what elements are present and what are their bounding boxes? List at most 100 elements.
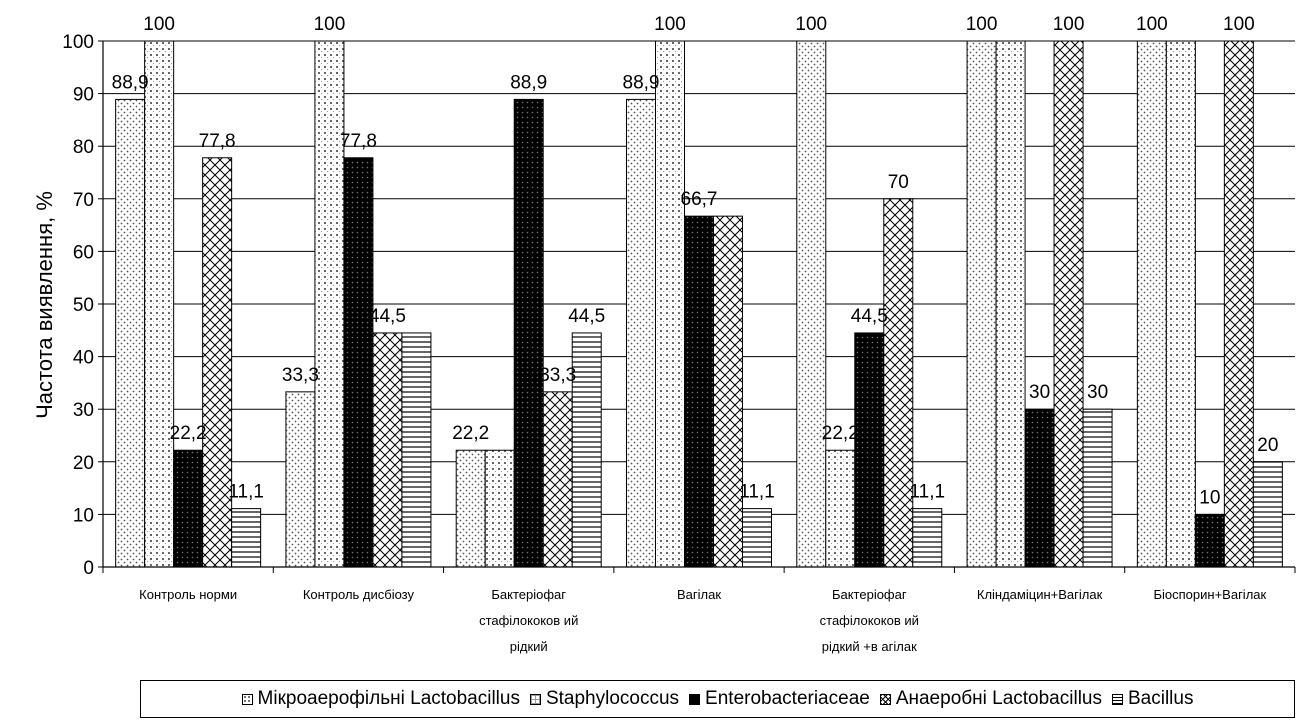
- y-tick-label: 60: [73, 242, 94, 263]
- bar: [1136, 40, 1167, 568]
- bar: [202, 157, 233, 568]
- data-label: 10: [1199, 487, 1220, 508]
- data-label: 100: [654, 14, 686, 35]
- category-label: Контроль норми: [139, 587, 237, 602]
- data-label: 33,3: [539, 365, 576, 386]
- legend-label: Bacillus: [1127, 688, 1194, 709]
- y-tick-label: 0: [83, 558, 94, 579]
- bar: [513, 98, 544, 568]
- data-label: 11,1: [228, 482, 264, 503]
- category-label: стафілококов ий: [820, 613, 919, 628]
- data-label: 22,2: [170, 423, 207, 444]
- bar: [626, 98, 656, 568]
- y-tick-label: 50: [73, 295, 94, 316]
- bar: [314, 40, 345, 568]
- data-label: 100: [1053, 14, 1085, 35]
- legend-label: Staphylococcus: [545, 688, 680, 709]
- category-label: Вагілак: [677, 587, 721, 602]
- y-tick-label: 80: [73, 137, 94, 158]
- bar: [825, 449, 856, 568]
- bar: [542, 391, 573, 568]
- data-label: 100: [795, 14, 827, 35]
- y-tick-label: 100: [62, 32, 94, 53]
- data-label: 11,1: [739, 482, 775, 503]
- data-label: 70: [888, 172, 909, 193]
- category-label: Бактеріофаг: [491, 587, 566, 602]
- bar: [115, 98, 146, 568]
- bar: [966, 40, 997, 568]
- legend-swatch: [879, 693, 891, 705]
- bar: [1053, 40, 1084, 568]
- bar: [455, 449, 486, 568]
- data-label: 30: [1029, 382, 1050, 403]
- bar: [1194, 513, 1225, 568]
- bar: [1165, 40, 1196, 568]
- y-tick-label: 70: [73, 190, 94, 211]
- legend-item: Bacillus: [1111, 688, 1194, 710]
- legend-label: Анаеробні Lactobacillus: [895, 688, 1102, 709]
- bar: [883, 198, 914, 568]
- bar: [285, 391, 316, 568]
- data-label: 20: [1257, 435, 1278, 456]
- bar: [372, 332, 403, 568]
- y-tick-label: 30: [73, 400, 94, 421]
- data-label: 44,5: [369, 306, 406, 327]
- category-label: Біоспорин+Вагілак: [1153, 587, 1266, 602]
- y-tick-label: 20: [73, 453, 94, 474]
- category-label: рідкий: [510, 639, 548, 654]
- bar: [742, 508, 772, 568]
- bar: [713, 215, 743, 568]
- bar: [854, 332, 885, 568]
- y-tick-label: 90: [73, 85, 94, 106]
- legend-label: Enterobacteriaceae: [705, 688, 870, 709]
- legend-item: Мікроаерофільні Lactobacillus: [241, 688, 520, 710]
- legend-item: Staphylococcus: [529, 688, 680, 710]
- data-label: 22,2: [822, 423, 859, 444]
- y-tick-label: 40: [73, 348, 94, 369]
- data-label: 88,9: [112, 72, 149, 93]
- chart-legend: Мікроаерофільні Lactobacillus Staphylococ…: [140, 680, 1295, 718]
- data-label: 44,5: [568, 306, 605, 327]
- bar: [1223, 40, 1254, 568]
- bar: [173, 449, 204, 568]
- legend-swatch: [1111, 693, 1123, 705]
- data-label: 11,1: [909, 482, 945, 503]
- data-label: 100: [1136, 14, 1168, 35]
- data-label: 44,5: [851, 306, 888, 327]
- bar: [684, 215, 714, 568]
- legend-label: Мікроаерофільні Lactobacillus: [257, 688, 520, 709]
- legend-swatch: [529, 693, 541, 705]
- bar: [1082, 408, 1113, 568]
- data-label: 33,3: [282, 365, 319, 386]
- data-label: 100: [1223, 14, 1255, 35]
- bar: [912, 508, 943, 568]
- legend-swatch: [689, 693, 701, 705]
- data-label: 77,8: [340, 131, 377, 152]
- bar: [995, 40, 1026, 568]
- data-label: 88,9: [623, 72, 660, 93]
- category-label: Бактеріофаг: [832, 587, 907, 602]
- bar: [231, 508, 262, 568]
- legend-item: Анаеробні Lactobacillus: [879, 688, 1102, 710]
- bar: [343, 157, 374, 568]
- data-label: 100: [143, 14, 175, 35]
- bar: [1252, 461, 1283, 568]
- data-label: 100: [966, 14, 998, 35]
- category-label: Контроль дисбіозу: [303, 587, 415, 602]
- y-tick-label: 10: [73, 505, 94, 526]
- y-axis-title: Частота виявлення, %: [32, 191, 57, 419]
- bar: [571, 332, 602, 568]
- data-label: 66,7: [681, 189, 718, 210]
- bar: [796, 40, 827, 568]
- data-label: 100: [314, 14, 346, 35]
- data-label: 22,2: [452, 423, 489, 444]
- data-label: 30: [1087, 382, 1108, 403]
- data-label: 88,9: [510, 72, 547, 93]
- category-label: стафілококов ий: [479, 613, 578, 628]
- category-label: Кліндаміцин+Вагілак: [977, 587, 1103, 602]
- bar: [655, 40, 685, 568]
- category-label: рідкий +в агілак: [822, 639, 917, 654]
- data-label: 77,8: [199, 131, 236, 152]
